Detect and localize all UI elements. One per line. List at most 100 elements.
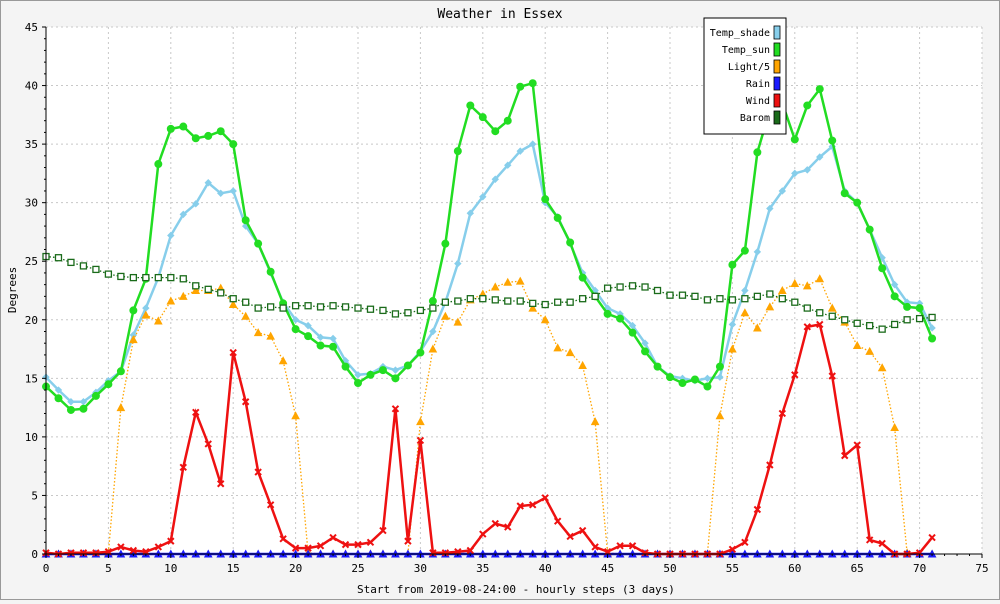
data-point-light-5 (590, 417, 600, 426)
data-point-wind (878, 539, 886, 548)
data-point-temp-sun (566, 238, 575, 247)
x-tick-label: 35 (476, 562, 489, 575)
data-point-barom (441, 298, 450, 306)
data-point-temp-sun (229, 140, 238, 149)
data-point-temp-shade (316, 333, 325, 342)
x-tick-label: 40 (539, 562, 552, 575)
data-point-barom (591, 292, 599, 301)
data-point-wind-stroke (803, 323, 811, 331)
data-point-barom (92, 265, 100, 274)
data-point-temp-sun (890, 292, 899, 301)
data-point-light-5 (428, 344, 438, 353)
data-point-temp-shade (167, 231, 175, 240)
legend: Temp_shade Temp_sun Light/5 Rain Wind Barom (703, 17, 787, 135)
data-point-wind (254, 468, 262, 476)
data-point-wind-stroke (179, 463, 187, 472)
data-point-wind-stroke (641, 549, 649, 557)
data-point-wind-stroke (391, 405, 400, 413)
data-point-wind (329, 533, 337, 542)
data-point-light-5 (540, 315, 550, 324)
data-point-wind-stroke (828, 372, 836, 380)
data-point-temp-sun (715, 362, 724, 371)
data-point-temp-sun (516, 82, 525, 91)
data-point-barom (641, 283, 649, 291)
data-point-wind-stroke (67, 549, 75, 557)
data-point-wind-stroke (341, 540, 350, 549)
data-point-temp-sun (204, 131, 213, 140)
data-point-wind (217, 480, 225, 488)
data-point-wind-stroke (541, 494, 549, 502)
data-point-wind-stroke (429, 549, 437, 557)
data-point-temp-shade (192, 200, 200, 208)
data-point-temp-sun (628, 328, 637, 337)
data-point-wind-stroke (279, 535, 287, 543)
data-point-temp-sun (703, 382, 712, 391)
data-point-temp-shade (391, 366, 400, 374)
data-point-temp-sun (915, 304, 924, 313)
data-point-temp-sun (403, 361, 412, 370)
data-point-barom (578, 295, 587, 303)
data-point-temp-sun (391, 374, 400, 383)
legend-swatch-rain (773, 76, 781, 91)
data-point-light-5 (827, 303, 837, 312)
data-point-wind (803, 323, 811, 331)
data-point-wind-stroke (466, 546, 475, 555)
chart-title: Weather in Essex (437, 7, 562, 22)
data-point-wind-stroke (379, 526, 387, 535)
data-point-wind-stroke (928, 533, 936, 542)
data-point-wind (741, 538, 749, 546)
data-point-wind (266, 501, 275, 509)
data-point-barom (766, 290, 774, 298)
data-point-wind (516, 502, 524, 510)
data-point-barom (741, 295, 749, 303)
data-point-temp-sun (678, 379, 687, 388)
data-point-wind-stroke (491, 519, 499, 528)
data-point-wind-stroke (354, 540, 362, 549)
data-point-temp-shade (741, 286, 749, 295)
data-point-wind (628, 542, 637, 550)
data-point-wind (491, 519, 499, 528)
data-point-light-5 (865, 346, 875, 355)
data-point-temp-sun (853, 198, 862, 207)
data-point-wind-stroke (329, 533, 337, 542)
data-point-temp-shade (329, 334, 337, 343)
data-point-temp-sun (291, 325, 300, 334)
data-point-temp-shade (890, 280, 899, 289)
data-point-temp-sun (815, 85, 824, 94)
data-point-temp-shade (304, 321, 312, 330)
data-point-temp-shade (179, 210, 187, 219)
data-point-wind-stroke (766, 461, 774, 469)
data-point-wind-stroke (566, 532, 574, 541)
data-point-barom (117, 272, 125, 281)
data-point-barom (753, 292, 762, 301)
data-point-barom (479, 295, 487, 303)
data-point-barom (79, 262, 88, 270)
data-point-temp-sun (641, 347, 650, 356)
data-point-temp-sun (865, 225, 874, 234)
data-point-wind (753, 505, 762, 514)
data-point-temp-sun (528, 79, 537, 88)
data-point-temp-shade (753, 248, 762, 256)
data-point-light-5 (815, 274, 825, 283)
data-point-barom (192, 282, 200, 290)
y-tick-label: 25 (25, 255, 38, 268)
data-point-wind-stroke (816, 320, 824, 329)
data-point-light-5 (565, 348, 575, 357)
data-point-wind (129, 546, 138, 555)
data-point-wind (92, 549, 100, 557)
data-point-wind (204, 440, 212, 448)
data-point-wind (391, 405, 400, 413)
data-point-barom (316, 303, 325, 311)
data-point-barom (279, 304, 287, 312)
data-point-wind-stroke (841, 451, 849, 460)
x-tick-label: 50 (663, 562, 676, 575)
data-point-barom (816, 309, 824, 317)
data-point-barom (204, 285, 212, 293)
data-point-barom (167, 273, 175, 282)
data-point-barom (404, 309, 412, 317)
x-tick-label: 30 (414, 562, 427, 575)
data-point-barom (491, 296, 499, 304)
data-point-wind (816, 320, 824, 329)
data-point-temp-shade (816, 153, 824, 161)
data-point-temp-sun (79, 404, 88, 413)
